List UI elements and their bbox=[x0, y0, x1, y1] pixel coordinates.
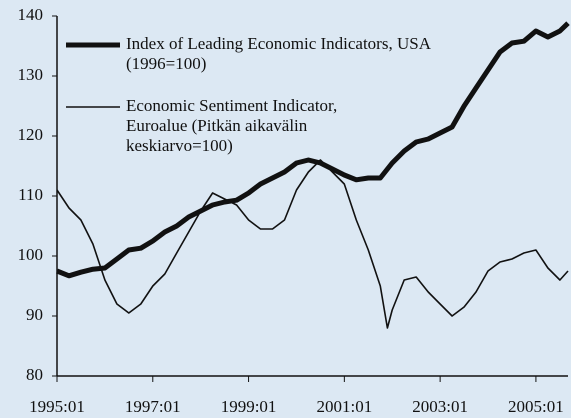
y-tick-label: 140 bbox=[18, 5, 44, 24]
x-tick-label: 2005:01 bbox=[508, 397, 564, 416]
series-line bbox=[56, 21, 570, 279]
y-tick-label: 110 bbox=[18, 185, 43, 204]
legend-label: Index of Leading Economic Indicators, US… bbox=[126, 34, 431, 73]
y-tick-label: 130 bbox=[18, 65, 44, 84]
x-tick-label: 1995:01 bbox=[29, 397, 85, 416]
y-tick-label: 90 bbox=[26, 305, 43, 324]
legend-label: Economic Sentiment Indicator, Euroalue (… bbox=[126, 96, 338, 155]
x-tick-label: 2003:01 bbox=[412, 397, 468, 416]
x-tick-label: 2001:01 bbox=[316, 397, 372, 416]
series-line bbox=[56, 159, 569, 329]
x-tick-label: 1999:01 bbox=[221, 397, 277, 416]
y-tick-label: 80 bbox=[26, 365, 43, 384]
x-tick-label: 1997:01 bbox=[125, 397, 181, 416]
y-tick-label: 120 bbox=[18, 125, 44, 144]
y-tick-label: 100 bbox=[18, 245, 44, 264]
